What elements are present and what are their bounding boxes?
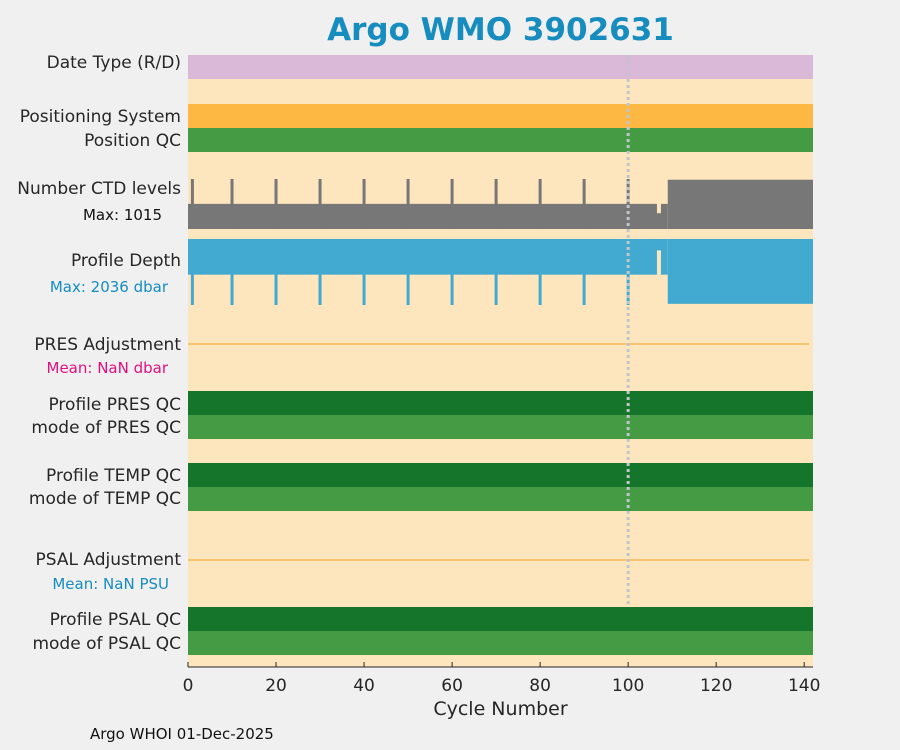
x-tick-label: 0 — [183, 676, 194, 696]
band-mode-of-temp-qc — [188, 487, 813, 511]
x-axis-label: Cycle Number — [433, 698, 568, 720]
ctd-bar — [494, 179, 498, 229]
band-profile-pres-qc — [188, 391, 813, 415]
label-mode-temp-qc: mode of TEMP QC — [28, 489, 181, 509]
band-profile-temp-qc — [188, 463, 813, 487]
depth-bar-gap — [656, 250, 661, 275]
band-positioning-system — [188, 104, 813, 128]
label-pres-adjustment: PRES Adjustment — [34, 335, 181, 355]
label-profile-psal-qc: Profile PSAL QC — [49, 610, 181, 630]
label-mode-pres-qc: mode of PRES QC — [31, 418, 181, 438]
depth-bar — [538, 239, 542, 305]
depth-bar — [318, 239, 322, 305]
ctd-bar — [362, 179, 366, 229]
label-pres-mean: Mean: NaN dbar — [46, 359, 169, 377]
label-data-type: Date Type (R/D) — [46, 53, 181, 73]
x-tick-label: 100 — [612, 676, 644, 696]
band-mode-of-pres-qc — [188, 415, 813, 439]
x-axis: 0 20 40 60 80 100 120 140 — [183, 662, 820, 696]
depth-bar — [274, 239, 278, 305]
depth-bar — [362, 239, 366, 305]
ctd-bar — [406, 179, 410, 229]
label-position-qc: Position QC — [84, 131, 181, 151]
x-tick-label: 140 — [788, 676, 820, 696]
x-tick-label: 80 — [529, 676, 551, 696]
depth-bar — [494, 239, 498, 305]
label-positioning-system: Positioning System — [19, 107, 181, 127]
x-tick-label: 120 — [700, 676, 732, 696]
ctd-bar-gap — [656, 179, 661, 214]
band-date-type-r-d — [188, 55, 813, 79]
label-profile-temp-qc: Profile TEMP QC — [46, 466, 181, 486]
ctd-bar — [274, 179, 278, 229]
label-ctd-levels: Number CTD levels — [17, 179, 181, 199]
ctd-bar — [450, 179, 454, 229]
label-psal-adjustment: PSAL Adjustment — [35, 550, 181, 570]
x-tick-label: 40 — [353, 676, 375, 696]
label-depth-max: Max: 2036 dbar — [49, 278, 168, 296]
ctd-bar — [190, 179, 194, 229]
depth-bar-segment — [188, 239, 668, 275]
band-profile-psal-qc — [188, 607, 813, 631]
ctd-bar — [582, 179, 586, 229]
band-mode-of-psal-qc — [188, 631, 813, 655]
label-profile-pres-qc: Profile PRES QC — [48, 395, 181, 415]
ctd-bar-segment — [667, 179, 813, 229]
depth-bar — [230, 239, 234, 305]
footer-credit: Argo WHOI 01-Dec-2025 — [90, 725, 274, 743]
label-mode-psal-qc: mode of PSAL QC — [32, 634, 181, 654]
ctd-bar-segment — [188, 203, 668, 229]
label-psal-mean: Mean: NaN PSU — [52, 575, 169, 593]
profile-depth-series — [188, 239, 813, 305]
chart-title: Argo WMO 3902631 — [327, 12, 674, 48]
depth-bar — [406, 239, 410, 305]
ctd-bar — [318, 179, 322, 229]
depth-bar-segment — [667, 239, 813, 304]
label-profile-depth: Profile Depth — [70, 251, 181, 271]
ctd-levels-series — [188, 179, 813, 229]
depth-bar — [450, 239, 454, 305]
ctd-bar — [538, 179, 542, 229]
plot-background — [188, 55, 813, 667]
depth-bar — [582, 239, 586, 305]
x-tick-label: 60 — [441, 676, 463, 696]
label-ctd-max: Max: 1015 — [82, 206, 162, 224]
depth-bar — [190, 239, 194, 305]
ctd-bar — [230, 179, 234, 229]
band-position-qc — [188, 128, 813, 152]
x-tick-label: 20 — [265, 676, 287, 696]
ctd-bar — [626, 179, 630, 229]
